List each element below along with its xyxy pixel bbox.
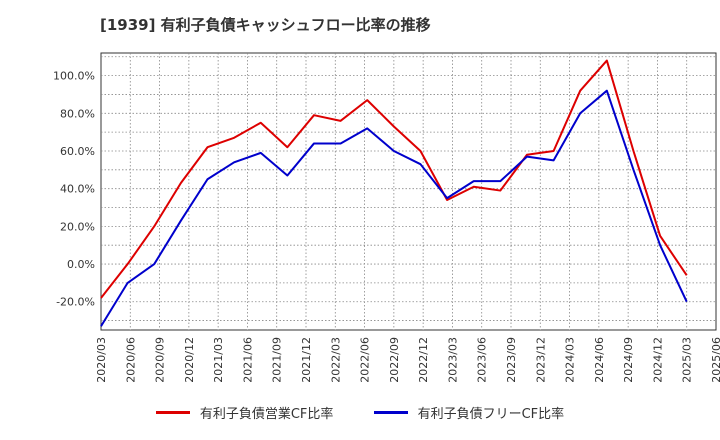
y-tick-label: 80.0% — [60, 107, 95, 120]
legend-item-operating-cf: 有利子負債営業CF比率 — [155, 403, 334, 422]
x-tick-label: 2025/06 — [710, 337, 720, 383]
x-tick-label: 2020/03 — [95, 337, 108, 383]
series-line-operating-cf — [100, 59, 688, 299]
x-tick-label: 2023/09 — [505, 337, 518, 383]
x-tick-label: 2020/09 — [154, 337, 167, 383]
x-tick-label: 2021/12 — [300, 337, 313, 383]
legend-swatch-operating-cf — [155, 411, 190, 414]
y-tick-label: 100.0% — [53, 70, 95, 83]
y-tick-label: 60.0% — [60, 145, 95, 158]
x-tick-label: 2022/09 — [388, 337, 401, 383]
y-tick-label: -20.0% — [56, 296, 95, 309]
series-line-free-cf — [100, 89, 688, 327]
x-tick-label: 2024/09 — [622, 337, 635, 383]
x-tick-label: 2024/12 — [651, 337, 664, 383]
x-tick-label: 2021/06 — [241, 337, 254, 383]
x-tick-label: 2021/03 — [212, 337, 225, 383]
x-tick-label: 2024/03 — [564, 337, 577, 383]
plot-area — [100, 52, 717, 331]
x-tick-label: 2023/06 — [476, 337, 489, 383]
x-tick-label: 2023/12 — [534, 337, 547, 383]
x-tick-label: 2022/03 — [329, 337, 342, 383]
legend-label-free-cf: 有利子負債フリーCF比率 — [417, 407, 565, 422]
x-tick-label: 2023/03 — [446, 337, 459, 383]
y-tick-label: 20.0% — [60, 220, 95, 233]
y-tick-label: 0.0% — [67, 258, 95, 271]
x-tick-label: 2020/06 — [124, 337, 137, 383]
x-tick-label: 2021/09 — [271, 337, 284, 383]
chart-title: [1939] 有利子負債キャッシュフロー比率の推移 — [100, 16, 431, 34]
line-chart: -20.0% 0.0% 20.0% 40.0% 60.0% 80.0% 100.0% 2020… — [53, 52, 720, 383]
legend: 有利子負債営業CF比率 有利子負債フリーCF比率 — [0, 403, 720, 422]
x-tick-label: 2020/12 — [183, 337, 196, 383]
legend-item-free-cf: 有利子負債フリーCF比率 — [373, 403, 565, 422]
x-tick-label: 2025/03 — [681, 337, 694, 383]
legend-label-operating-cf: 有利子負債営業CF比率 — [199, 407, 334, 422]
legend-swatch-free-cf — [373, 411, 408, 414]
x-tick-label: 2022/06 — [359, 337, 372, 383]
x-tick-label: 2022/12 — [417, 337, 430, 383]
x-tick-label: 2024/06 — [593, 337, 606, 383]
y-tick-label: 40.0% — [60, 183, 95, 196]
